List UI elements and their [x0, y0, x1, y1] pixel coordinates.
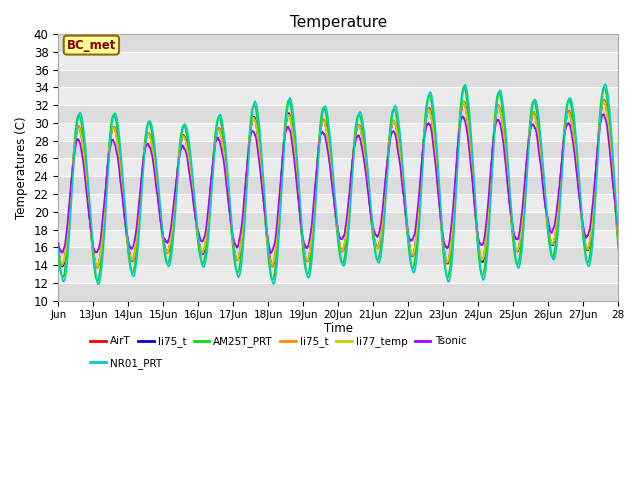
- Bar: [58, 141, 618, 158]
- Text: BC_met: BC_met: [67, 38, 116, 52]
- Bar: [58, 229, 618, 247]
- Bar: [58, 158, 618, 176]
- Bar: [58, 52, 618, 70]
- Bar: [58, 212, 618, 229]
- Bar: [58, 70, 618, 87]
- Bar: [58, 265, 618, 283]
- Bar: [58, 123, 618, 141]
- Bar: [58, 105, 618, 123]
- Legend: NR01_PRT: NR01_PRT: [86, 353, 166, 373]
- Bar: [58, 34, 618, 52]
- Bar: [58, 194, 618, 212]
- Bar: [58, 247, 618, 265]
- Title: Temperature: Temperature: [290, 15, 387, 30]
- X-axis label: Time: Time: [324, 322, 353, 335]
- Bar: [58, 176, 618, 194]
- Bar: [58, 87, 618, 105]
- Y-axis label: Temperatures (C): Temperatures (C): [15, 116, 28, 218]
- Bar: [58, 283, 618, 300]
